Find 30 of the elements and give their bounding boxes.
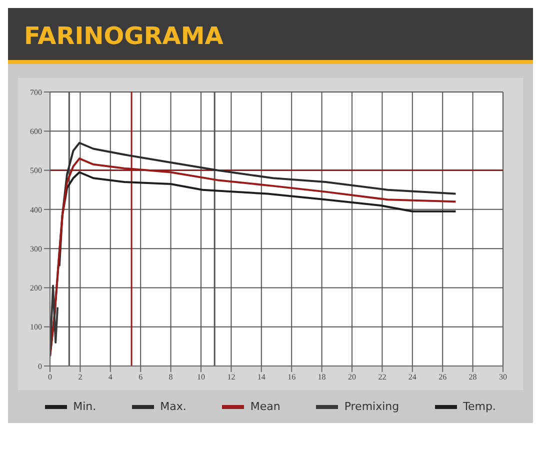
y-tick-label: 500 [30, 166, 42, 176]
x-tick-label: 30 [499, 372, 507, 382]
x-tick-label: 12 [227, 372, 236, 382]
x-tick-label: 22 [378, 372, 386, 382]
x-tick-label: 18 [318, 372, 326, 382]
x-tick-label: 16 [288, 372, 296, 382]
x-tick-label: 28 [468, 372, 477, 382]
legend-label: Temp. [463, 400, 496, 413]
x-tick-label: 14 [257, 372, 266, 382]
x-tick-label: 6 [138, 372, 143, 382]
x-tick-label: 0 [48, 372, 52, 382]
x-tick-label: 8 [168, 372, 173, 382]
y-tick-label: 700 [30, 88, 42, 97]
y-tick-label: 400 [30, 205, 42, 214]
y-tick-label: 100 [30, 322, 42, 332]
legend-label: Min. [73, 400, 96, 413]
x-tick-label: 26 [438, 372, 447, 382]
y-tick-label: 200 [30, 284, 42, 293]
y-tick-label: 300 [30, 244, 42, 254]
legend-label: Mean [250, 400, 280, 413]
x-tick-label: 10 [197, 372, 205, 382]
x-tick-label: 20 [348, 372, 356, 382]
x-tick-label: 24 [408, 372, 416, 382]
legend-label: Max. [160, 400, 186, 413]
chart-title: FARINOGRAMA [8, 8, 533, 64]
y-tick-label: 0 [38, 362, 42, 371]
x-tick-label: 4 [108, 372, 112, 382]
y-tick-label: 600 [30, 126, 42, 136]
x-tick-label: 2 [78, 372, 82, 382]
legend-label: Premixing [344, 400, 400, 413]
